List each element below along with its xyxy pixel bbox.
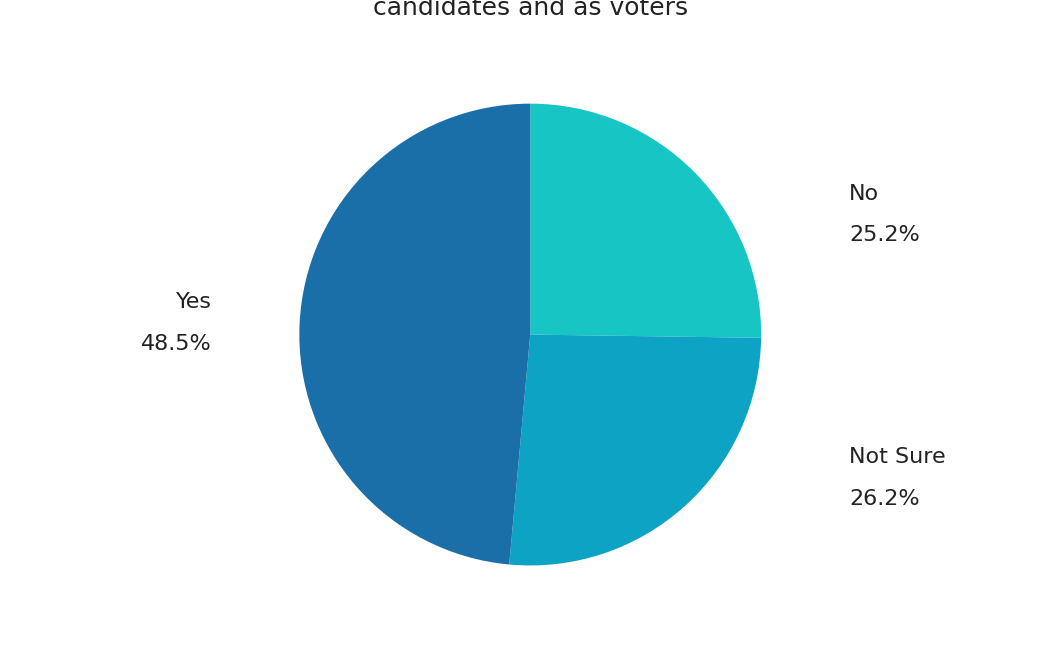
Wedge shape [530,104,761,338]
Text: 26.2%: 26.2% [848,489,920,508]
Wedge shape [509,335,761,565]
Text: No: No [848,184,879,204]
Title: Are Māori wards an effective way to increase Māori participation, both as
candid: Are Māori wards an effective way to incr… [72,0,988,20]
Text: Yes: Yes [175,292,212,312]
Text: 48.5%: 48.5% [141,334,212,354]
Text: 25.2%: 25.2% [848,225,920,245]
Text: Not Sure: Not Sure [848,447,946,467]
Wedge shape [299,104,530,565]
